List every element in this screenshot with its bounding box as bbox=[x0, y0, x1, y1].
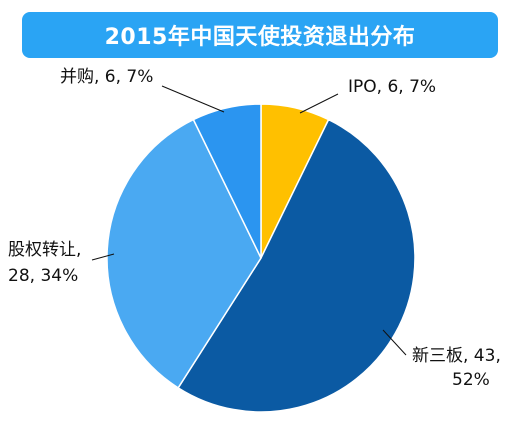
chart-title: 2015年中国天使投资退出分布 bbox=[104, 25, 416, 50]
slice-label-4: 并购, 6, 7% bbox=[60, 67, 153, 87]
leader-line-2 bbox=[382, 329, 407, 356]
leader-lines bbox=[91, 85, 407, 356]
pie-slices bbox=[106, 103, 416, 413]
pie-slice-2 bbox=[177, 118, 416, 413]
pie-slice-3 bbox=[106, 118, 262, 389]
slice-labels: IPO, 6, 7% 新三板, 43, 52% 股权转让, 28, 34% 并购, 6, … bbox=[8, 67, 501, 390]
slice-label-1: IPO, 6, 7% bbox=[348, 77, 436, 97]
leader-line-1 bbox=[299, 93, 339, 114]
pie-slice-4 bbox=[192, 103, 262, 259]
leader-line-4 bbox=[161, 85, 225, 113]
slice-label-2: 新三板, 43, 52% bbox=[412, 346, 501, 390]
slice-label-3: 股权转让, 28, 34% bbox=[8, 240, 81, 286]
leader-line-3 bbox=[91, 253, 115, 261]
chart-title-bar: 2015年中国天使投资退出分布 bbox=[22, 12, 498, 58]
